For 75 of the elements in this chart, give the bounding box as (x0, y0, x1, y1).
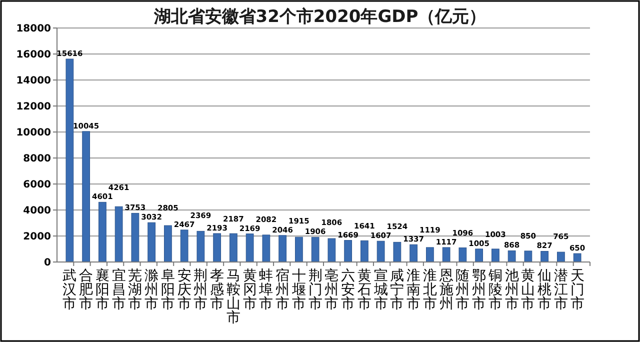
x-tick-label: 天门市 (570, 268, 584, 312)
x-tick-label: 六安市 (341, 268, 356, 312)
bar (164, 225, 172, 262)
x-tick-label: 合肥市 (79, 268, 94, 312)
x-tick-label: 滁州市 (144, 268, 159, 312)
bar (492, 248, 500, 262)
y-tick-label: 6000 (23, 180, 52, 190)
bar (328, 238, 336, 262)
y-tick-label: 8000 (23, 154, 52, 164)
x-tick-label: 咸宁市 (390, 268, 404, 312)
bar (508, 250, 516, 262)
y-tick-label: 0 (44, 258, 52, 268)
bar (295, 236, 303, 262)
x-tick-label: 淮北市 (422, 268, 437, 312)
x-tick-label: 阜阳市 (160, 268, 175, 312)
x-tick-label: 恩施州 (438, 268, 454, 312)
bar (410, 244, 418, 262)
x-tick-label: 宜昌市 (112, 268, 126, 312)
bar (196, 230, 205, 262)
y-tick-label: 12000 (16, 102, 52, 112)
bar (278, 235, 286, 262)
bar (148, 222, 156, 262)
x-tick-label: 安庆市 (177, 268, 192, 312)
x-tick-label: 仙桃市 (538, 268, 552, 312)
x-tick-label: 荆门市 (308, 268, 322, 312)
x-tick-label: 孝感市 (210, 268, 224, 312)
x-tick-label: 武汉市 (62, 268, 77, 312)
bar (360, 240, 368, 262)
x-tick-label: 马鞍山市 (226, 268, 240, 326)
bar (557, 252, 565, 262)
x-tick-label: 蚌埠市 (258, 268, 274, 312)
y-tick-label: 10000 (16, 128, 52, 138)
bar (262, 234, 270, 262)
bar (573, 253, 582, 262)
bar (442, 247, 450, 262)
bar (475, 248, 483, 262)
bar (524, 250, 532, 262)
x-tick-label: 淮南市 (406, 268, 421, 312)
x-tick-label: 黄冈市 (242, 268, 257, 312)
chart-title: 湖北省安徽省32个市2020年GDP（亿元） (152, 7, 486, 27)
x-tick-label: 铜陵市 (487, 268, 502, 312)
x-tick-label: 黄石市 (357, 268, 372, 312)
x-tick-label: 十堰市 (290, 268, 306, 312)
bar (131, 212, 140, 262)
bar (180, 230, 188, 262)
bar (246, 234, 254, 262)
x-tick-label: 襄阳市 (95, 268, 110, 312)
y-tick-label: 16000 (16, 50, 52, 60)
bar (66, 58, 74, 262)
x-tick-label: 黄山市 (521, 268, 536, 312)
y-tick-label: 2000 (23, 232, 52, 242)
bar (458, 248, 467, 262)
bar (376, 240, 385, 262)
bar (230, 233, 238, 262)
x-tick-label: 随州市 (456, 268, 470, 312)
bar (114, 206, 123, 262)
x-tick-label: 芜湖市 (128, 268, 142, 312)
bar (393, 242, 402, 262)
x-tick-label: 亳州市 (324, 268, 339, 312)
x-tick-label: 池州市 (504, 268, 519, 312)
x-tick-label: 宣城市 (372, 268, 388, 312)
y-tick-label: 14000 (16, 76, 52, 86)
x-tick-label: 宿州市 (276, 268, 290, 312)
bar (426, 247, 434, 262)
bar (540, 251, 548, 262)
bar (344, 240, 352, 262)
y-tick-label: 18000 (16, 24, 52, 34)
bar (98, 202, 106, 262)
bar (311, 236, 320, 262)
y-tick-label: 4000 (23, 206, 52, 216)
bar (82, 131, 90, 262)
x-tick-label: 荆州市 (194, 268, 208, 312)
x-tick-label: 鄂州市 (472, 268, 486, 312)
bar (213, 233, 221, 262)
x-tick-label: 潜江市 (554, 268, 568, 312)
